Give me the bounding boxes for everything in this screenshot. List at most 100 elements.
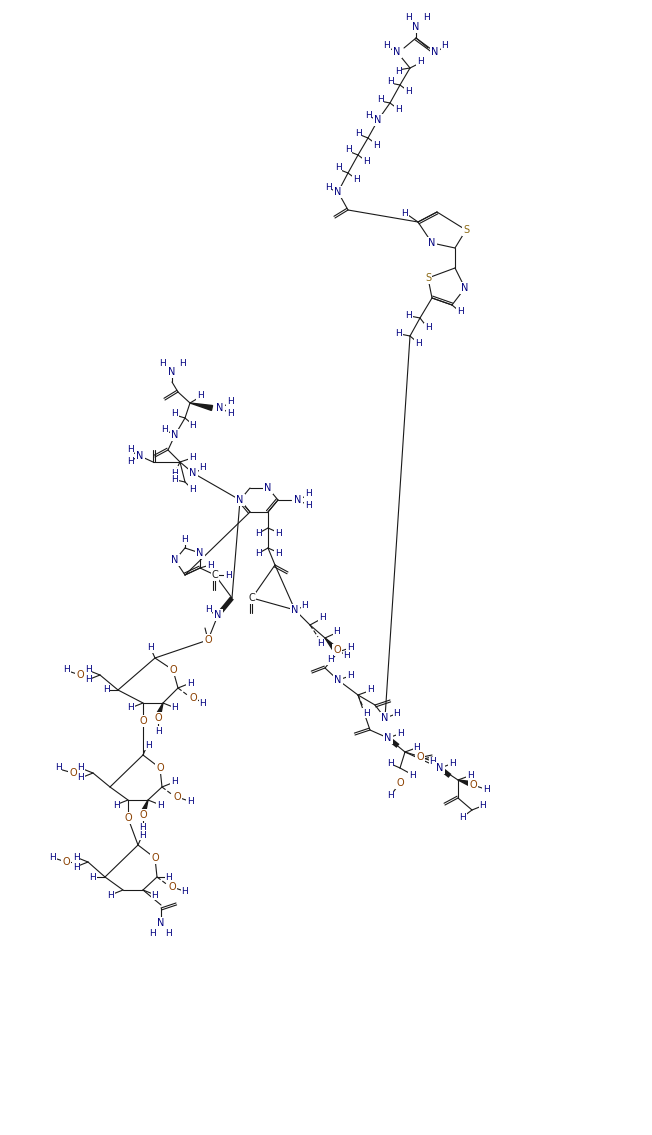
Text: H: H [171, 469, 177, 478]
Text: N: N [291, 605, 299, 615]
Text: H: H [102, 686, 110, 695]
Text: N: N [428, 238, 436, 249]
Text: H: H [424, 323, 432, 333]
Text: H: H [85, 665, 91, 674]
Text: S: S [425, 274, 431, 283]
Text: O: O [69, 768, 77, 777]
Text: H: H [396, 729, 404, 738]
Text: N: N [189, 468, 197, 478]
Text: N: N [215, 609, 222, 620]
Text: H: H [327, 656, 333, 664]
Text: N: N [294, 495, 302, 505]
Text: H: H [409, 771, 415, 780]
Text: N: N [168, 367, 175, 377]
Text: O: O [124, 813, 132, 823]
Text: N: N [216, 403, 224, 413]
Text: H: H [480, 800, 486, 809]
Polygon shape [190, 403, 213, 411]
Text: H: H [149, 928, 156, 938]
Text: H: H [347, 642, 353, 651]
Text: O: O [139, 716, 147, 726]
Text: O: O [168, 882, 176, 892]
Text: O: O [154, 713, 162, 723]
Text: H: H [302, 600, 308, 609]
Text: H: H [387, 791, 393, 800]
Text: H: H [72, 852, 80, 861]
Text: H: H [190, 420, 196, 429]
Polygon shape [156, 703, 163, 717]
Text: H: H [317, 639, 323, 647]
Text: H: H [255, 548, 261, 557]
Text: H: H [363, 158, 370, 167]
Text: O: O [139, 810, 147, 819]
Text: H: H [383, 41, 391, 50]
Text: H: H [405, 87, 411, 96]
Text: H: H [78, 764, 84, 773]
Text: N: N [393, 47, 401, 57]
Text: H: H [182, 536, 188, 545]
Polygon shape [458, 780, 472, 787]
Text: O: O [189, 693, 197, 703]
Text: N: N [236, 495, 244, 505]
Text: H: H [145, 740, 151, 749]
Text: H: H [415, 338, 421, 347]
Text: H: H [405, 14, 411, 23]
Text: H: H [186, 798, 194, 807]
Text: N: N [381, 713, 389, 723]
Text: H: H [108, 891, 114, 900]
Text: H: H [417, 58, 423, 67]
Text: O: O [416, 753, 424, 762]
Text: H: H [166, 928, 172, 938]
Text: H: H [334, 163, 342, 173]
Text: C: C [248, 592, 256, 603]
Text: H: H [78, 773, 84, 782]
Text: H: H [274, 529, 282, 538]
Text: H: H [304, 489, 312, 498]
Text: H: H [155, 726, 162, 735]
Text: H: H [387, 758, 393, 767]
Text: H: H [373, 141, 379, 150]
Text: H: H [147, 644, 153, 653]
Text: N: N [171, 430, 179, 440]
Text: H: H [377, 95, 383, 104]
Text: H: H [347, 671, 353, 680]
Text: H: H [394, 708, 400, 717]
Text: C: C [212, 570, 218, 580]
Text: H: H [200, 698, 207, 707]
Text: H: H [207, 561, 213, 570]
Polygon shape [325, 638, 337, 650]
Text: N: N [432, 47, 439, 57]
Text: O: O [76, 670, 84, 680]
Text: H: H [364, 110, 372, 119]
Text: H: H [467, 771, 473, 780]
Text: O: O [333, 645, 341, 655]
Text: N: N [157, 918, 165, 928]
Text: H: H [166, 873, 172, 882]
Text: N: N [436, 763, 444, 773]
Text: O: O [204, 634, 212, 645]
Text: H: H [160, 359, 166, 368]
Text: N: N [171, 555, 179, 565]
Text: H: H [64, 665, 70, 674]
Text: H: H [353, 176, 359, 185]
Text: H: H [319, 614, 325, 622]
Text: H: H [394, 67, 402, 76]
Text: H: H [171, 777, 177, 787]
Text: H: H [89, 873, 96, 882]
Text: H: H [128, 704, 134, 713]
Text: N: N [334, 675, 342, 686]
Text: H: H [156, 800, 164, 809]
Text: H: H [205, 605, 211, 614]
Text: H: H [186, 679, 194, 688]
Text: H: H [413, 742, 421, 751]
Text: H: H [72, 863, 80, 872]
Text: H: H [188, 485, 196, 494]
Text: H: H [126, 457, 134, 466]
Text: H: H [325, 183, 331, 192]
Text: H: H [402, 209, 408, 218]
Text: H: H [55, 764, 61, 773]
Text: N: N [196, 548, 203, 558]
Text: S: S [463, 225, 469, 235]
Text: H: H [344, 651, 350, 661]
Text: H: H [197, 392, 203, 401]
